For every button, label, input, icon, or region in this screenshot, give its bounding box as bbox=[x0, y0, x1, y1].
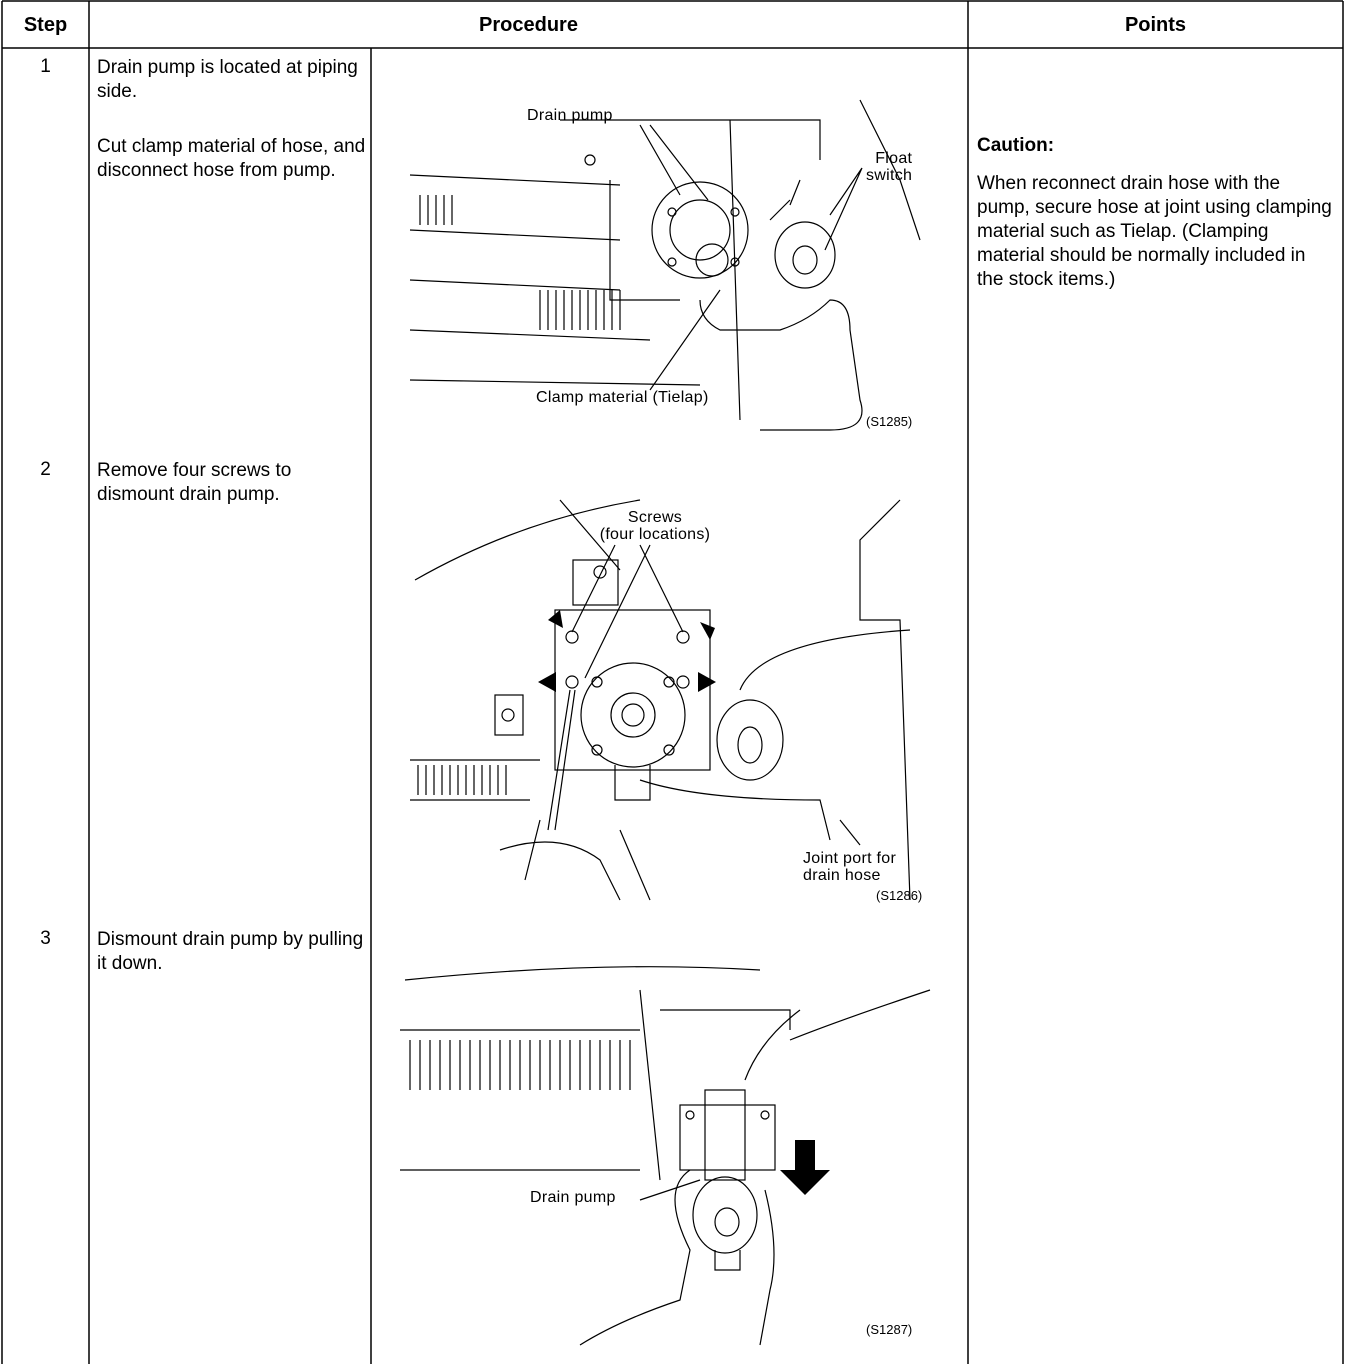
figure-2-illustration bbox=[410, 499, 911, 901]
procedure-text: Cut clamp material of hose, and disconne… bbox=[97, 136, 366, 181]
header-procedure: Procedure bbox=[479, 14, 578, 36]
figure-label: Clamp material (Tielap) bbox=[536, 389, 709, 406]
figure-id: (S1287) bbox=[866, 1322, 913, 1337]
step-number: 2 bbox=[40, 459, 51, 480]
figure-label: Float switch bbox=[866, 150, 913, 184]
figure-label: Drain pump bbox=[530, 1189, 616, 1206]
figure-label: Joint port for drain hose bbox=[803, 850, 897, 884]
caution-text: When reconnect drain hose with the pump,… bbox=[977, 173, 1332, 290]
header-step: Step bbox=[23, 14, 68, 36]
caution-heading: Caution: bbox=[977, 135, 1055, 156]
figure-label: Drain pump bbox=[527, 107, 613, 124]
figure-id: (S1286) bbox=[876, 888, 923, 903]
step-number: 1 bbox=[40, 56, 51, 77]
figure-id: (S1285) bbox=[866, 414, 913, 429]
figure-3-illustration bbox=[400, 966, 931, 1346]
figure-1-illustration bbox=[409, 99, 921, 431]
procedure-text: Dismount drain pump by pulling it down. bbox=[97, 929, 364, 974]
figure-label: Screws (four locations) bbox=[599, 509, 711, 543]
procedure-text: Remove four screws to dismount drain pum… bbox=[97, 460, 292, 505]
header-points: Points bbox=[1124, 14, 1187, 36]
procedure-text: Drain pump is located at piping side. bbox=[97, 57, 358, 102]
step-number: 3 bbox=[40, 928, 51, 949]
